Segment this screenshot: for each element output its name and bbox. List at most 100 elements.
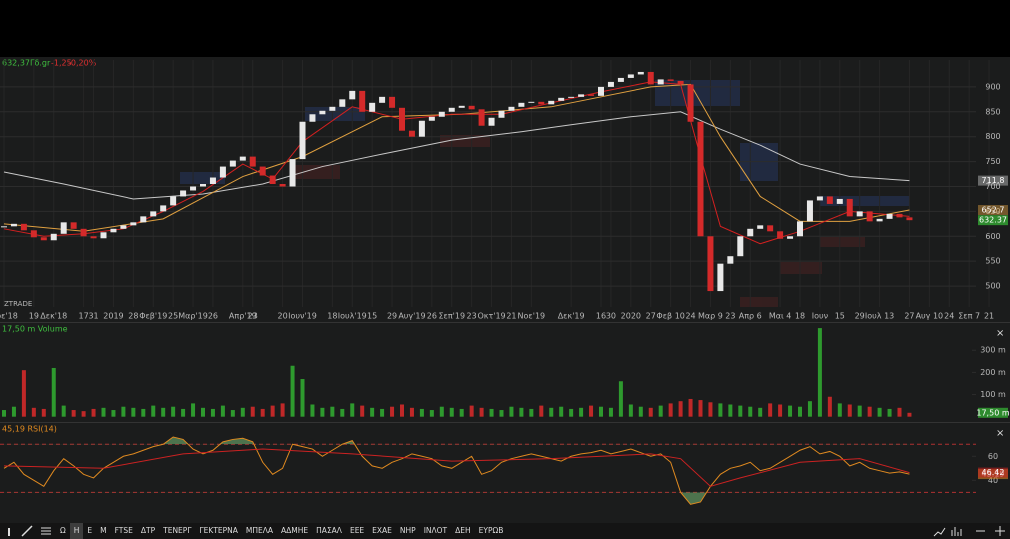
volume-bar <box>240 407 245 417</box>
draw-icon[interactable] <box>21 525 33 537</box>
info-icon[interactable] <box>8 528 10 536</box>
volume-bar <box>768 403 773 417</box>
candle <box>209 177 216 184</box>
menu-icon[interactable] <box>41 527 51 535</box>
x-tick-label: Ιουλ 13 <box>865 312 894 321</box>
symbol-button[interactable]: ΙΝΛΟΤ <box>423 526 448 535</box>
candle <box>40 237 47 241</box>
volume-bar <box>230 410 235 417</box>
symbol: Γδ.gr <box>30 59 51 68</box>
candle <box>707 236 714 292</box>
close-button[interactable]: × <box>996 428 1004 439</box>
symbol-button[interactable]: ΑΔΜΗΕ <box>281 526 309 535</box>
x-tick-label: 29 <box>387 312 397 321</box>
volume-bar <box>758 407 763 417</box>
symbol-button[interactable]: ΠΑΣΑΛ <box>316 526 342 535</box>
candle <box>269 175 276 184</box>
symbol-button[interactable]: Μ <box>100 526 107 535</box>
volume-bar <box>11 406 16 417</box>
volume-bar <box>579 407 584 417</box>
x-tick-label: Ιουν'19 <box>288 312 317 321</box>
volume-bar <box>608 407 613 417</box>
zone <box>655 80 740 106</box>
candle <box>667 79 674 81</box>
volume-bar <box>270 405 275 417</box>
symbol-button[interactable]: ΜΠΕΛΑ <box>245 526 274 535</box>
x-tick-label: 23 <box>467 312 477 321</box>
panel-separator <box>0 322 1010 323</box>
symbol-button[interactable]: ΓΕΚΤΕΡΝΑ <box>199 526 238 535</box>
volume-bar <box>648 407 653 417</box>
volume-bar <box>41 408 46 417</box>
last-value-label: 46.42 <box>982 468 1005 477</box>
volume-bar <box>449 407 454 417</box>
volume-bar <box>330 406 335 417</box>
symbol-button[interactable]: ΕΧΑΕ <box>372 526 392 535</box>
moving-average <box>3 81 910 245</box>
volume-bar <box>81 411 86 417</box>
symbol-button[interactable]: Η <box>69 523 84 539</box>
symbol-button[interactable]: ΝΗΡ <box>399 526 416 535</box>
x-tick-label: 2020 <box>621 312 641 321</box>
volume-bar <box>847 404 852 417</box>
symbol-button[interactable]: ΔΕΗ <box>455 526 471 535</box>
volume-bar <box>817 328 822 417</box>
candle <box>359 90 366 112</box>
candle <box>249 156 256 167</box>
volume-bar <box>61 405 66 417</box>
chart-icon[interactable] <box>933 527 946 537</box>
volume-bar <box>151 405 156 417</box>
candle <box>886 213 893 219</box>
symbol-button[interactable]: Ω <box>60 526 66 535</box>
volume-bar <box>837 403 842 417</box>
candle <box>737 236 744 257</box>
volume-bar <box>300 379 305 417</box>
symbol-button[interactable]: ΤΕΝΕΡΓ <box>163 526 192 535</box>
x-tick-label: Δεκ'19 <box>558 312 585 321</box>
candle <box>448 107 455 112</box>
candle <box>379 96 386 103</box>
x-tick-label: Απρ'19 <box>229 312 257 321</box>
candle <box>389 96 396 108</box>
last-value-box <box>978 205 1008 216</box>
candle <box>239 156 246 161</box>
x-tick-label: 18 <box>795 312 805 321</box>
x-tick-label: 23 <box>248 312 258 321</box>
x-tick-label: 20 <box>278 312 288 321</box>
x-tick-label: Ιουλ'19 <box>338 312 367 321</box>
close-button[interactable]: × <box>996 328 1004 339</box>
volume-bar <box>907 412 912 417</box>
volume-bar <box>569 408 574 417</box>
candle <box>617 77 624 82</box>
candle <box>866 211 873 222</box>
candle <box>219 166 226 178</box>
x-tick-label: Σεπ'19 <box>438 312 465 321</box>
candle <box>180 190 187 197</box>
candle <box>538 101 545 105</box>
volume-bar <box>91 408 96 417</box>
volume-bar <box>161 407 166 417</box>
moving-average <box>3 111 910 200</box>
symbol-button[interactable]: FTSE <box>114 526 133 535</box>
plus-icon[interactable] <box>995 526 1005 536</box>
change: -1,25 <box>51 59 72 68</box>
volume-bar <box>708 402 713 417</box>
symbol-button[interactable]: ΔΤΡ <box>140 526 156 535</box>
symbol-button[interactable]: ΕΕΕ <box>349 526 365 535</box>
tool-icons <box>8 525 51 537</box>
candle <box>906 217 913 221</box>
candle <box>747 228 754 237</box>
symbol-button[interactable]: ΕΥΡΩΒ <box>478 526 504 535</box>
candle <box>1 226 7 228</box>
candle <box>418 120 425 137</box>
symbol-button[interactable]: Ε <box>87 526 93 535</box>
x-tick-label: 15 <box>835 312 845 321</box>
candle <box>70 222 77 229</box>
watermark: ZTRADE <box>4 300 32 308</box>
candle <box>190 186 197 191</box>
x-tick-label: 19 <box>29 312 39 321</box>
candle <box>259 166 266 176</box>
bars-icon[interactable] <box>951 527 962 536</box>
volume-bar <box>718 403 723 417</box>
candle <box>588 94 595 96</box>
